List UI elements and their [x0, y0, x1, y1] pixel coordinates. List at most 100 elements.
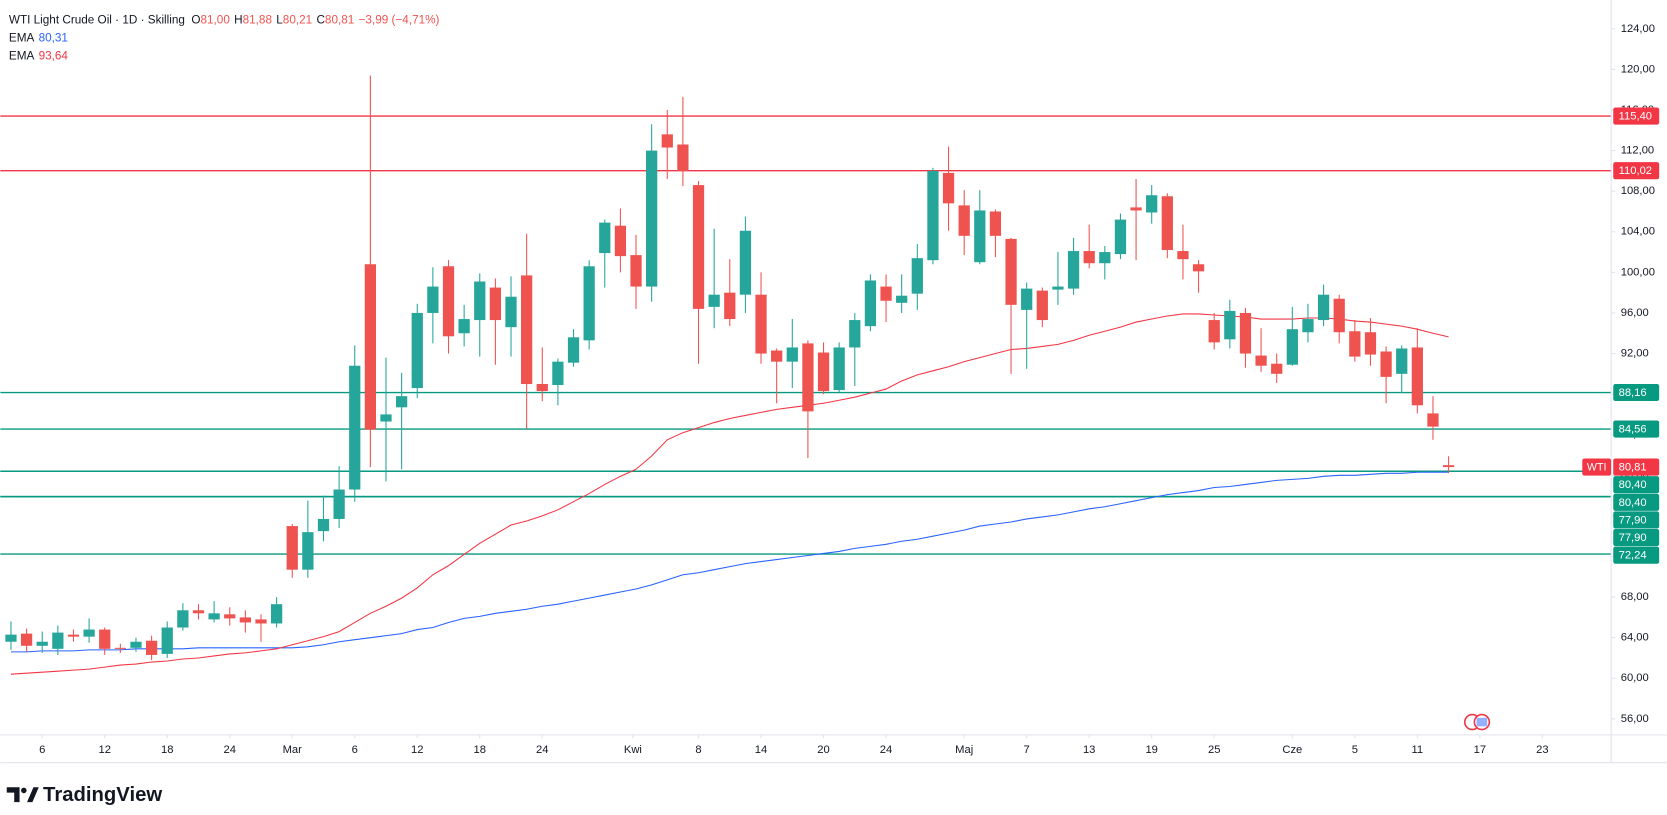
brand-name: TradingView — [43, 784, 162, 806]
plot-area — [0, 75, 1612, 675]
y-tick-label: 104,00 — [1621, 226, 1655, 238]
candle-body — [1302, 319, 1314, 333]
y-tick-label: 120,00 — [1621, 63, 1655, 75]
candle-body — [927, 170, 939, 261]
y-tick-label: 112,00 — [1621, 145, 1654, 157]
candle-body — [692, 185, 705, 309]
x-tick-label: Cze — [1282, 744, 1302, 756]
candle-body — [599, 222, 611, 254]
candle-body — [1036, 290, 1048, 321]
candle-body — [567, 337, 580, 363]
price-label: 77,90 — [1619, 514, 1647, 526]
candle-body — [349, 365, 361, 490]
candle-body — [1442, 465, 1455, 468]
candle-body — [1130, 207, 1142, 211]
price-label-box — [1613, 107, 1660, 125]
price-label: 88,16 — [1619, 387, 1647, 399]
candle-body — [1317, 294, 1330, 321]
candle-body — [224, 614, 236, 619]
candle-body — [1411, 347, 1423, 406]
x-tick-label: Mar — [283, 744, 303, 756]
x-tick-label: 24 — [536, 744, 548, 756]
symbol-tag-box — [1582, 458, 1612, 476]
candle-body — [302, 532, 314, 570]
candle-body — [427, 286, 439, 313]
price-label: 110,02 — [1619, 165, 1652, 177]
price-label: 115,40 — [1619, 111, 1652, 123]
candle-body — [36, 641, 48, 646]
x-tick-label: 12 — [98, 744, 110, 756]
x-tick-label: 13 — [1083, 744, 1095, 756]
price-label-box — [1613, 529, 1660, 547]
candle-body — [114, 647, 126, 649]
price-label: 80,40 — [1619, 479, 1647, 491]
candle-body — [317, 518, 330, 532]
candle-body — [708, 294, 720, 307]
candle-body — [177, 610, 189, 628]
x-tick-label: 18 — [474, 744, 486, 756]
candle-body — [1067, 251, 1080, 289]
candle-body — [67, 634, 80, 637]
candle-body — [270, 604, 283, 624]
price-label: 80,81 — [1619, 462, 1647, 474]
candle-body — [1161, 196, 1173, 251]
indicator-legend: EMA 93,64 — [9, 50, 69, 63]
candle-body — [1380, 351, 1392, 377]
candle-body — [255, 619, 267, 624]
candle-body — [1224, 310, 1236, 340]
candle-body — [20, 633, 33, 646]
x-tick-label: Kwi — [624, 744, 642, 756]
y-tick-label: 96,00 — [1621, 307, 1649, 319]
x-tick-label: 11 — [1412, 744, 1424, 756]
candle-body — [1177, 251, 1189, 260]
ohlc-key: C — [316, 13, 325, 26]
price-label-box — [1613, 476, 1660, 494]
ohlc-value: 81,88 — [243, 13, 273, 26]
x-tick-label: 17 — [1474, 744, 1486, 756]
candle-body — [1005, 238, 1017, 305]
candle-body — [583, 266, 595, 341]
candle-body — [1146, 195, 1158, 213]
candle-body — [1396, 348, 1408, 374]
price-label: 84,56 — [1619, 424, 1647, 436]
y-tick-label: 60,00 — [1621, 672, 1649, 684]
x-tick-label: 23 — [1536, 744, 1548, 756]
price-label-box — [1613, 162, 1660, 180]
candle-body — [786, 347, 798, 362]
y-tick-label: 92,00 — [1621, 348, 1649, 360]
candle-body — [864, 280, 877, 327]
indicator-value: 80,31 — [39, 32, 68, 45]
x-tick-label: 8 — [695, 744, 701, 756]
candle-body — [1239, 312, 1252, 354]
candle-body — [458, 319, 470, 334]
candle-body — [286, 526, 298, 570]
brand-logo: TradingView — [6, 784, 162, 806]
y-tick-label: 64,00 — [1621, 632, 1649, 644]
x-tick-label: 12 — [411, 744, 423, 756]
candle-body — [333, 489, 345, 519]
candle-body — [52, 632, 64, 649]
flag-icon — [1476, 717, 1488, 727]
ohlc-key: O — [191, 13, 200, 26]
candle-body — [755, 294, 767, 354]
x-tick-label: 25 — [1208, 744, 1220, 756]
indicator-value: 93,64 — [39, 50, 69, 63]
candle-body — [1271, 363, 1283, 374]
candle-body — [771, 350, 783, 362]
candle-body — [5, 634, 17, 642]
candle-body — [817, 352, 830, 392]
x-tick-label: 18 — [161, 744, 173, 756]
candle-body — [646, 150, 658, 287]
y-tick-label: 68,00 — [1621, 591, 1649, 603]
x-tick-label: 20 — [817, 744, 829, 756]
logo-mark — [27, 787, 39, 803]
candle-body — [505, 296, 517, 328]
candle-body — [192, 610, 205, 614]
symbol-title: WTI Light Crude Oil · 1D · Skilling — [9, 13, 185, 26]
candle-body — [880, 286, 892, 301]
candle-body — [974, 210, 986, 263]
candle-body — [1208, 320, 1220, 343]
candle-body — [833, 347, 845, 391]
ohlc-value: 81,00 — [200, 13, 230, 26]
